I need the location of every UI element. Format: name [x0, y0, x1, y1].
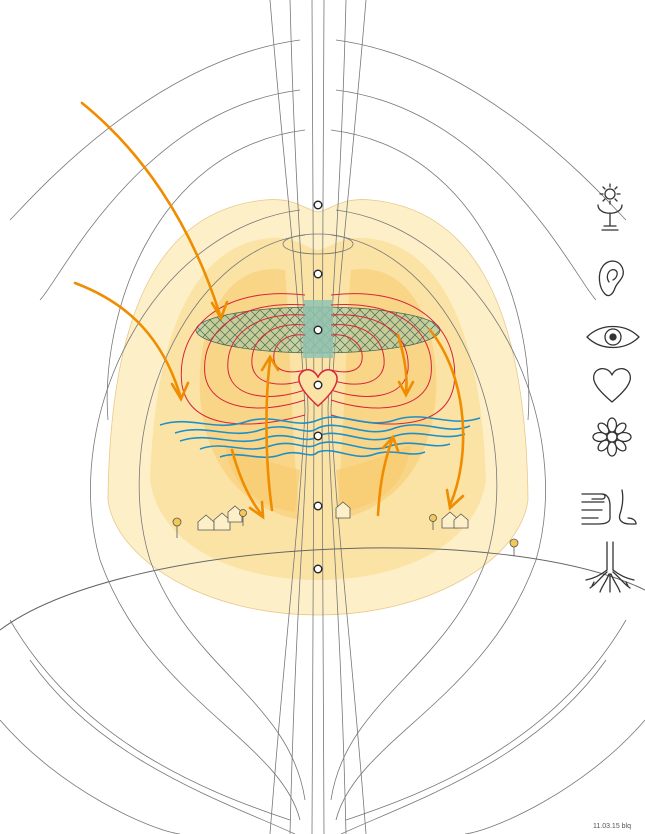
arrow-down-right-inner: [396, 333, 408, 394]
axis-node: [313, 325, 323, 335]
axis-node: [313, 431, 323, 441]
arrow-up-right-inner: [376, 438, 394, 517]
house: [213, 512, 231, 531]
signature-text: 11.03.15 blq: [592, 823, 631, 830]
arrow-down-left: [230, 448, 264, 517]
tree: [239, 509, 247, 517]
house: [335, 501, 351, 519]
axis-node: [313, 501, 323, 511]
eye-icon: [586, 325, 640, 349]
house: [453, 513, 469, 529]
settlements: [172, 501, 519, 556]
arrow-incoming-top: [80, 101, 222, 317]
axis-node: [313, 564, 323, 574]
chalice-sun-icon: [597, 183, 623, 231]
arrow-incoming-mid: [73, 281, 182, 397]
energy-body: [107, 199, 529, 616]
lower-glow-left: [225, 445, 300, 512]
tree: [509, 538, 519, 548]
icon-column: [581, 183, 640, 593]
arrow-down-right-outer: [428, 328, 465, 507]
roots-icon: [585, 541, 635, 593]
ear-icon: [598, 260, 624, 297]
flow-arrows: [73, 101, 465, 520]
house: [197, 514, 215, 531]
tree: [172, 517, 182, 527]
lower-glow-right: [336, 445, 411, 512]
inner-field-loops: [180, 293, 456, 425]
axis-node: [313, 200, 323, 210]
hand-foot-icon: [581, 489, 637, 525]
upper-ring: [282, 233, 354, 255]
heart-icon: [592, 367, 632, 403]
house: [227, 505, 243, 523]
ground-arc: [0, 547, 645, 631]
crosshatch-band: [195, 300, 441, 358]
axis-nodes: [313, 200, 323, 574]
axis-node: [313, 269, 323, 279]
arrow-up-left-inner: [265, 358, 274, 512]
axis-node: [313, 380, 323, 390]
tree: [429, 514, 437, 522]
flower-icon: [592, 417, 632, 457]
